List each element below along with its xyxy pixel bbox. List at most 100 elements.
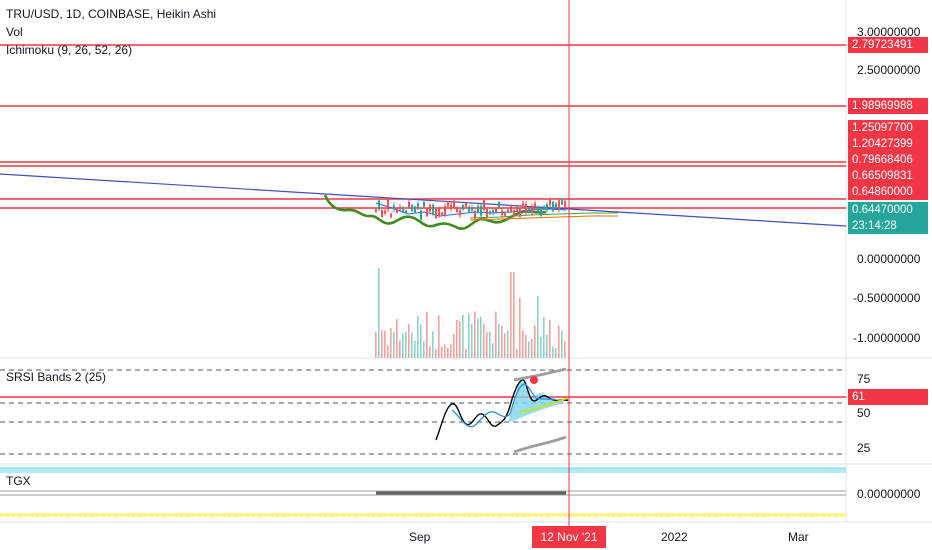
volume-legend[interactable]: Vol [6,25,23,39]
candle-body [462,204,464,210]
volume-bar [465,348,467,358]
candle-body [528,207,530,214]
candle-body [459,210,461,216]
volume-bar [549,319,551,358]
volume-bar [522,330,524,358]
volume-bar [435,349,437,358]
ichimoku-legend[interactable]: Ichimoku (9, 26, 52, 26) [6,43,133,57]
candle-body [531,206,533,214]
candle-body [438,208,440,217]
volume-bar [462,314,464,358]
candle-body [501,210,503,216]
srsi-signal-line [451,383,557,428]
volume-bar [384,330,386,358]
tgx-cyan-band [0,468,846,473]
volume-bar [414,340,416,358]
candle-body [483,200,485,210]
candle-body [504,212,506,216]
candle-body [456,207,458,213]
candle-body [411,205,413,211]
tgx-tick: 0.00000000 [857,487,921,501]
time-label-mar: Mar [788,530,809,544]
volume-bar [423,341,425,358]
price-tag-level: 2.79723491 [848,37,928,53]
candle-body [507,209,509,213]
candle-body [450,204,452,209]
price-tick: 0.00000000 [857,252,921,266]
candle-body [402,207,404,212]
candle-body [399,206,401,210]
volume-bar [531,338,533,358]
volume-bar [441,346,443,358]
price-tag-level: 1.98969988 [848,98,928,114]
volume-bar [375,332,377,358]
volume-bar [519,298,521,358]
crosshair-date-tag: 12 Nov '21 [532,526,606,548]
ichimoku-cloud-span-b [469,215,618,221]
candle-body [537,207,539,212]
volume-bar [555,347,557,358]
candle-body [555,203,557,208]
chart-title[interactable]: TRU/USD, 1D, COINBASE, Heikin Ashi [6,7,217,21]
volume-bar [486,332,488,358]
volume-bar [456,319,458,358]
candle-body [549,200,551,206]
candle-body [510,205,512,212]
candle-body [498,201,500,207]
horizontal-levels[interactable] [0,44,846,209]
candle-body [471,207,473,211]
price-tick: -0.50000000 [853,291,921,305]
volume-bar [447,347,449,358]
srsi-tick: 25 [857,441,871,455]
price-tag-level: 1.20427399 [848,136,928,152]
tgx-legend[interactable]: TGX [6,474,31,488]
candle-body [540,209,542,216]
candle-body [420,210,422,220]
candle-body [429,204,431,212]
price-tag-level: 0.64860000 [848,184,928,200]
candle-body [417,203,419,208]
volume-bar [426,311,428,358]
time-label-sep: Sep [409,530,431,544]
ichimoku-cloud-span-a [469,212,618,219]
candle-body [387,199,389,210]
volume-bar [495,311,497,358]
candle-body [414,206,416,213]
candle-body [444,206,446,215]
volume-bar [381,330,383,358]
volume-bar [501,326,503,358]
candle-body [423,201,425,207]
candle-body [522,203,524,208]
volume-bar [474,311,476,358]
volume-bar [405,331,407,358]
srsi-legend[interactable]: SRSI Bands 2 (25) [6,370,107,384]
volume-bar [534,325,536,358]
candle-body [441,212,443,216]
volume-bar [564,341,566,358]
time-label-2022: 2022 [661,530,688,544]
volume-bar [483,323,485,358]
price-tag-level: 0.66509831 [848,168,928,184]
volume-bar [444,344,446,358]
volume-bar [552,346,554,358]
candle-body [525,203,527,214]
heikin-ashi-candles[interactable] [375,196,566,222]
candle-body [519,208,521,218]
tgx-pane[interactable] [0,467,846,517]
volume-bar [387,345,389,358]
candle-body [435,208,437,219]
trendline[interactable] [0,173,847,227]
candle-body [474,211,476,219]
candle-body [480,205,482,216]
volume-bar [510,272,512,358]
srsi-tick: 50 [857,406,871,420]
volume-bar [471,323,473,358]
price-tick: 3.00000000 [857,25,921,39]
volume-bar [402,333,404,358]
srsi-value-tag: 61 [848,389,928,405]
volume-bar [537,296,539,358]
candle-body [408,201,410,208]
srsi-lower-band [513,435,567,454]
srsi-pane[interactable] [0,367,846,455]
